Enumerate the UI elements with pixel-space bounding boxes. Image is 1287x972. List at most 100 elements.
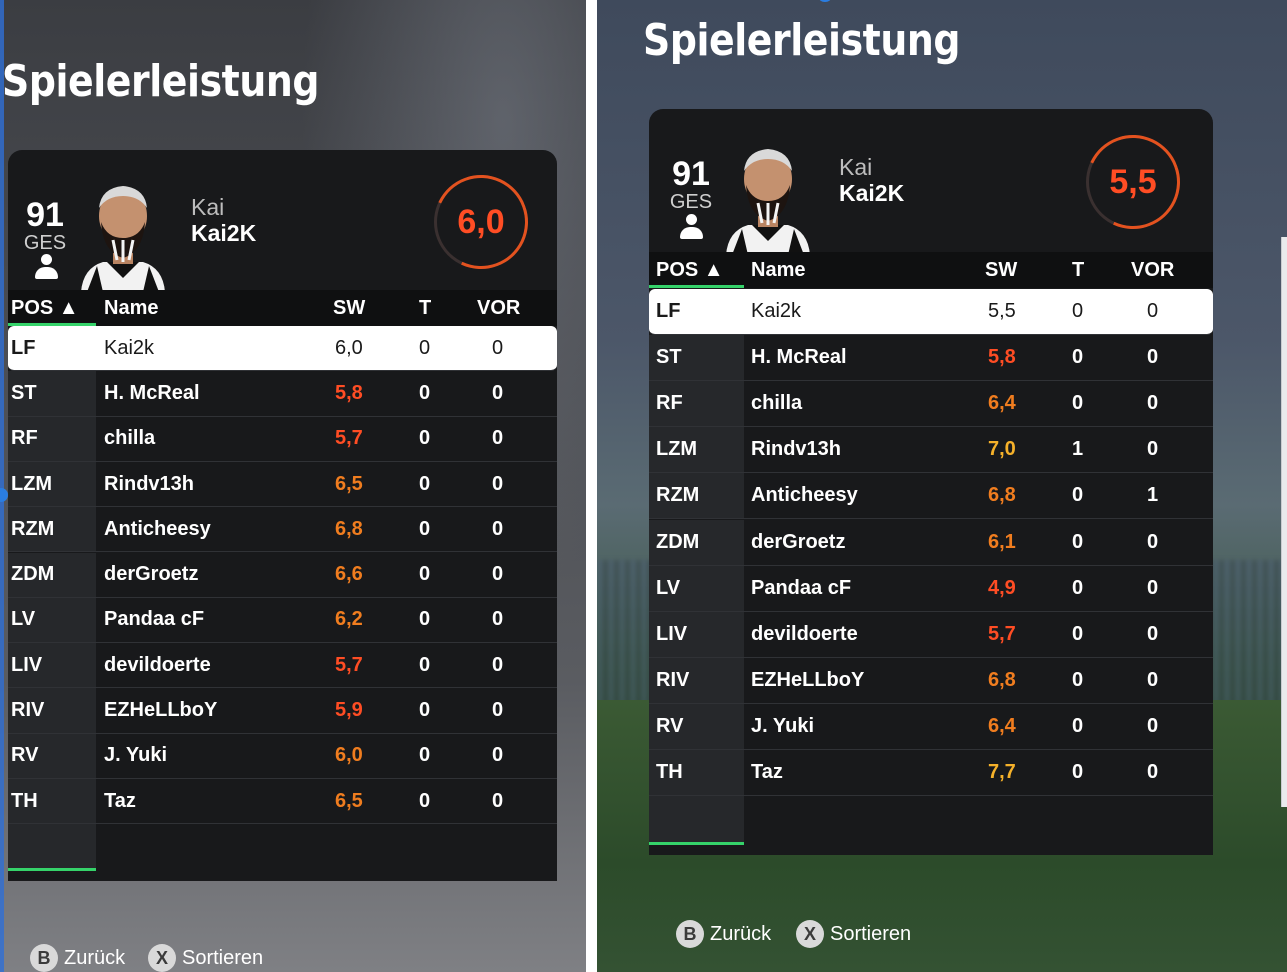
cell-sw: 5,8 (988, 346, 1016, 369)
cell-pos: LZM (656, 438, 698, 461)
cell-name: devildoerte (104, 653, 211, 676)
table-row[interactable]: ZDM derGroetz 6,6 0 0 (8, 552, 557, 598)
table-row-selected[interactable]: LF Kai2k 5,5 0 0 (649, 289, 1213, 336)
window-fragment (1281, 237, 1287, 807)
position-cell-bg (8, 507, 96, 552)
column-t[interactable]: T (1072, 259, 1085, 281)
cell-name: Kai2k (751, 300, 802, 323)
cell-sw: 6,0 (335, 336, 363, 359)
player-performance-panel: 91 GES Kai Kai2K 5,5 POS ▲ Name (649, 109, 1213, 855)
column-sw[interactable]: SW (985, 259, 1018, 281)
table-row[interactable]: RIV EZHeLLboY 5,9 0 0 (8, 688, 557, 734)
table-row[interactable]: RF chilla 5,7 0 0 (8, 416, 557, 462)
cell-pos: ZDM (656, 530, 700, 553)
player-avatar (81, 186, 165, 292)
cell-pos: RV (656, 714, 684, 737)
cell-sw: 5,7 (988, 622, 1016, 645)
cell-t: 0 (419, 608, 431, 631)
cell-vor: 0 (492, 789, 504, 812)
hint-back[interactable]: B Zurück (676, 920, 771, 948)
column-pos[interactable]: POS ▲ (656, 259, 724, 281)
cell-name: Kai2k (104, 336, 155, 359)
cell-vor: 0 (492, 608, 504, 631)
cell-t: 0 (1072, 300, 1084, 323)
player-first-name: Kai (839, 154, 873, 180)
position-cell-bg (8, 552, 96, 597)
table-row[interactable]: RV J. Yuki 6,0 0 0 (8, 733, 557, 779)
cell-pos: RIV (656, 668, 690, 691)
resize-handle[interactable] (0, 488, 8, 502)
cell-vor: 0 (1147, 668, 1159, 691)
table-row[interactable]: TH Taz 7,7 0 0 (649, 750, 1213, 797)
table-row[interactable]: LZM Rindv13h 6,5 0 0 (8, 461, 557, 508)
table-row-selected[interactable]: LF Kai2k 6,0 0 0 (8, 326, 557, 372)
page-title: Spielerleistung (643, 15, 961, 66)
table-bottom-bar (8, 868, 96, 871)
hint-sort[interactable]: X Sortieren (148, 944, 263, 972)
cell-sw: 5,5 (988, 300, 1016, 323)
cell-vor: 0 (1147, 438, 1159, 461)
column-t[interactable]: T (419, 297, 432, 319)
cell-pos: TH (11, 789, 38, 812)
overall-label: GES (23, 232, 67, 254)
column-pos[interactable]: POS ▲ (11, 297, 79, 319)
cell-vor: 1 (1147, 484, 1159, 507)
cell-sw: 6,0 (335, 744, 363, 767)
cell-name: Pandaa cF (104, 608, 205, 631)
cell-vor: 0 (492, 427, 504, 450)
cell-name: Rindv13h (104, 472, 195, 495)
table-row[interactable]: RIV EZHeLLboY 6,8 0 0 (649, 657, 1213, 704)
position-cell-bg (649, 750, 744, 796)
cell-name: H. McReal (104, 381, 200, 404)
cell-pos: LF (656, 300, 681, 323)
column-name[interactable]: Name (104, 297, 159, 319)
cell-t: 0 (419, 699, 431, 722)
player-first-name: Kai (191, 194, 225, 220)
overall-value: 91 (26, 196, 64, 234)
match-rating-ring: 5,5 (1072, 121, 1194, 243)
cell-vor: 0 (492, 744, 504, 767)
player-gamertag: Kai2K (191, 220, 257, 246)
player-name-block: Kai Kai2K (191, 194, 256, 246)
cell-t: 0 (419, 336, 431, 359)
cell-name: chilla (751, 392, 803, 415)
position-cell-bg (649, 335, 744, 381)
hint-back-label: Zurück (64, 946, 126, 969)
column-sw[interactable]: SW (333, 297, 366, 319)
table-row[interactable]: RZM Anticheesy 6,8 0 1 (649, 473, 1213, 520)
position-cell-bg (8, 688, 96, 733)
position-column-filler (649, 796, 744, 845)
cell-pos: ST (656, 346, 682, 369)
table-row[interactable]: RV J. Yuki 6,4 0 0 (649, 703, 1213, 750)
cell-name: Taz (104, 789, 136, 812)
cell-t: 0 (419, 789, 431, 812)
hint-sort[interactable]: X Sortieren (796, 920, 911, 948)
table-row[interactable]: ST H. McReal 5,8 0 0 (8, 371, 557, 417)
column-name[interactable]: Name (751, 259, 806, 281)
table-row[interactable]: LIV devildoerte 5,7 0 0 (649, 611, 1213, 658)
cell-name: Anticheesy (751, 484, 858, 507)
table-row[interactable]: RF chilla 6,4 0 0 (649, 381, 1213, 428)
table-row[interactable]: ST H. McReal 5,8 0 0 (649, 335, 1213, 382)
table-row[interactable]: ZDM derGroetz 6,1 0 0 (649, 519, 1213, 566)
cell-vor: 0 (492, 336, 504, 359)
cell-name: J. Yuki (751, 714, 815, 737)
resize-handle[interactable] (819, 0, 831, 2)
cell-vor: 0 (1147, 300, 1159, 323)
table-row[interactable]: LV Pandaa cF 6,2 0 0 (8, 597, 557, 644)
column-vor[interactable]: VOR (477, 297, 521, 319)
position-cell-bg (649, 657, 744, 703)
screen-right: Spielerleistung 91 GES Kai Kai2K 5,5 (597, 0, 1287, 972)
cell-sw: 6,8 (335, 517, 363, 540)
cell-name: EZHeLLboY (104, 699, 218, 722)
table-row[interactable]: RZM Anticheesy 6,8 0 0 (8, 507, 557, 553)
sort-indicator (649, 285, 744, 288)
column-vor[interactable]: VOR (1131, 259, 1175, 281)
table-row[interactable]: TH Taz 6,5 0 0 (8, 779, 557, 825)
hint-back[interactable]: B Zurück (30, 944, 125, 972)
table-row[interactable]: LIV devildoerte 5,7 0 0 (8, 643, 557, 689)
table-row[interactable]: LZM Rindv13h 7,0 1 0 (649, 427, 1213, 474)
position-cell-bg (649, 565, 744, 611)
table-row[interactable]: LV Pandaa cF 4,9 0 0 (649, 565, 1213, 612)
cell-name: Pandaa cF (751, 576, 852, 599)
